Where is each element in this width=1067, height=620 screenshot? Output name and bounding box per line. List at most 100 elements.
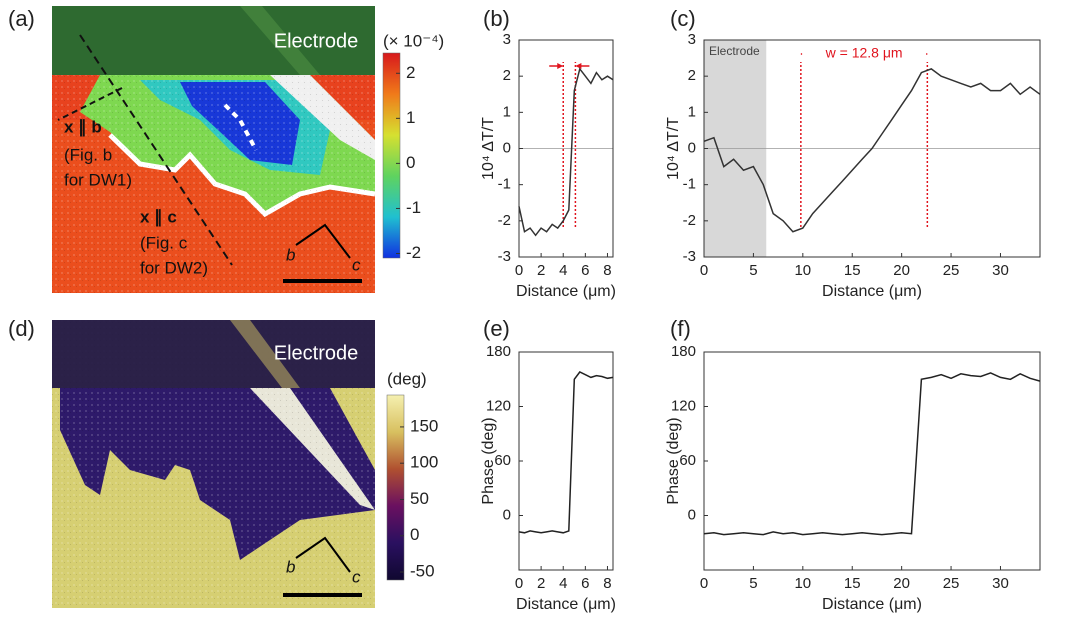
- y-tick-label: 0: [503, 506, 511, 523]
- x-tick-label: 5: [749, 262, 757, 279]
- x-tick-label: 8: [603, 575, 611, 592]
- x-tick-label: 6: [581, 262, 589, 279]
- y-tick-label: -3: [683, 248, 696, 265]
- y-axis-label: 10⁴ ΔT/T: [480, 117, 497, 180]
- y-axis-label: 10⁴ ΔT/T: [665, 117, 682, 180]
- x-tick-label: 4: [559, 575, 567, 592]
- y-tick-label: 2: [688, 67, 696, 84]
- x-tick-label: 8: [603, 262, 611, 279]
- y-tick-label: 1: [503, 103, 511, 120]
- x-tick-label: 30: [992, 575, 1009, 592]
- x-tick-label: 25: [943, 262, 960, 279]
- y-tick-label: 180: [671, 343, 696, 360]
- annotation: (Fig. b: [64, 145, 112, 164]
- x-tick-label: 0: [700, 262, 708, 279]
- panel-label: (f): [670, 316, 691, 341]
- x-tick-label: 20: [893, 262, 910, 279]
- y-tick-label: -1: [498, 176, 511, 193]
- line-series: [518, 67, 614, 237]
- annotation-bg: [802, 46, 927, 62]
- x-tick-label: 0: [515, 575, 523, 592]
- image-d: Electrode b c: [52, 320, 375, 608]
- x-tick-label: 4: [559, 262, 567, 279]
- annotation: for DW2): [140, 258, 208, 277]
- panel-label: (e): [483, 316, 510, 341]
- annotation: x ∥ b: [64, 117, 102, 136]
- arrow-head: [575, 63, 582, 69]
- x-tick-label: 6: [581, 575, 589, 592]
- y-tick-label: 60: [679, 452, 696, 469]
- annotation: w = 12.8 μm: [825, 45, 903, 61]
- y-tick-label: -2: [498, 212, 511, 229]
- x-axis-label: Distance (μm): [516, 283, 616, 300]
- x-tick-label: 5: [749, 575, 757, 592]
- x-tick-label: 0: [515, 262, 523, 279]
- panel-label: (d): [8, 316, 35, 341]
- colorbar-tick-label: 2: [406, 63, 415, 82]
- line-series: [703, 68, 1041, 233]
- plot-frame: [703, 351, 1041, 571]
- x-tick-label: 2: [537, 575, 545, 592]
- colorbar-tick-label: -1: [406, 198, 421, 217]
- y-tick-label: 1: [688, 103, 696, 120]
- colorbar-tick-label: 100: [410, 453, 438, 472]
- annotation: x ∥ c: [140, 207, 177, 226]
- colorbar-title: (deg): [387, 369, 427, 388]
- colorbar-tick-label: 0: [406, 153, 415, 172]
- y-tick-label: 2: [503, 67, 511, 84]
- line-series: [518, 371, 614, 534]
- y-tick-label: 0: [688, 506, 696, 523]
- line-series: [703, 372, 1041, 536]
- panel-label: (a): [8, 6, 35, 31]
- x-tick-label: 30: [992, 262, 1009, 279]
- electrode-label: Electrode: [274, 342, 359, 364]
- axis-letter: c: [352, 567, 361, 586]
- x-axis-label: Distance (μm): [822, 596, 922, 613]
- annotation: for DW1): [64, 170, 132, 189]
- colorbar-title: (× 10⁻⁴): [383, 31, 444, 50]
- colorbar-tick-label: 50: [410, 489, 429, 508]
- axis-letter: b: [286, 557, 295, 576]
- y-tick-label: -2: [683, 212, 696, 229]
- image-a: Electrode x ∥ b (Fig. b for DW1) x ∥ c (…: [52, 6, 376, 293]
- y-tick-label: 60: [494, 452, 511, 469]
- y-tick-label: 0: [688, 139, 696, 156]
- colorbar-tick-label: 0: [410, 525, 419, 544]
- x-tick-label: 10: [794, 262, 811, 279]
- annotation: (Fig. c: [140, 233, 188, 252]
- y-tick-label: -1: [683, 176, 696, 193]
- colorbar-tick-label: -2: [406, 243, 421, 262]
- y-axis-label: Phase (deg): [480, 417, 497, 504]
- panel-label: (b): [483, 6, 510, 31]
- x-tick-label: 15: [844, 575, 861, 592]
- x-tick-label: 10: [794, 575, 811, 592]
- y-tick-label: 120: [486, 397, 511, 414]
- x-tick-label: 15: [844, 262, 861, 279]
- y-axis-label: Phase (deg): [665, 417, 682, 504]
- y-tick-label: -3: [498, 248, 511, 265]
- colorbar: [386, 394, 405, 581]
- x-tick-label: 0: [700, 575, 708, 592]
- y-tick-label: 120: [671, 397, 696, 414]
- electrode-label: Electrode: [274, 30, 359, 52]
- x-tick-label: 25: [943, 575, 960, 592]
- colorbar-tick-label: -50: [410, 562, 435, 581]
- axis-letter: c: [352, 255, 361, 274]
- y-tick-label: 3: [688, 31, 696, 48]
- plot-frame: [518, 351, 614, 571]
- arrow-head: [557, 63, 564, 69]
- colorbar-tick-label: 150: [410, 416, 438, 435]
- y-tick-label: 180: [486, 343, 511, 360]
- x-axis-label: Distance (μm): [516, 596, 616, 613]
- axis-letter: b: [286, 245, 295, 264]
- y-tick-label: 3: [503, 31, 511, 48]
- y-tick-label: 0: [503, 139, 511, 156]
- shade-label: Electrode: [709, 44, 760, 58]
- x-tick-label: 2: [537, 262, 545, 279]
- colorbar-tick-label: 1: [406, 108, 415, 127]
- panel-label: (c): [670, 6, 696, 31]
- x-tick-label: 20: [893, 575, 910, 592]
- colorbar: [382, 52, 401, 259]
- x-axis-label: Distance (μm): [822, 283, 922, 300]
